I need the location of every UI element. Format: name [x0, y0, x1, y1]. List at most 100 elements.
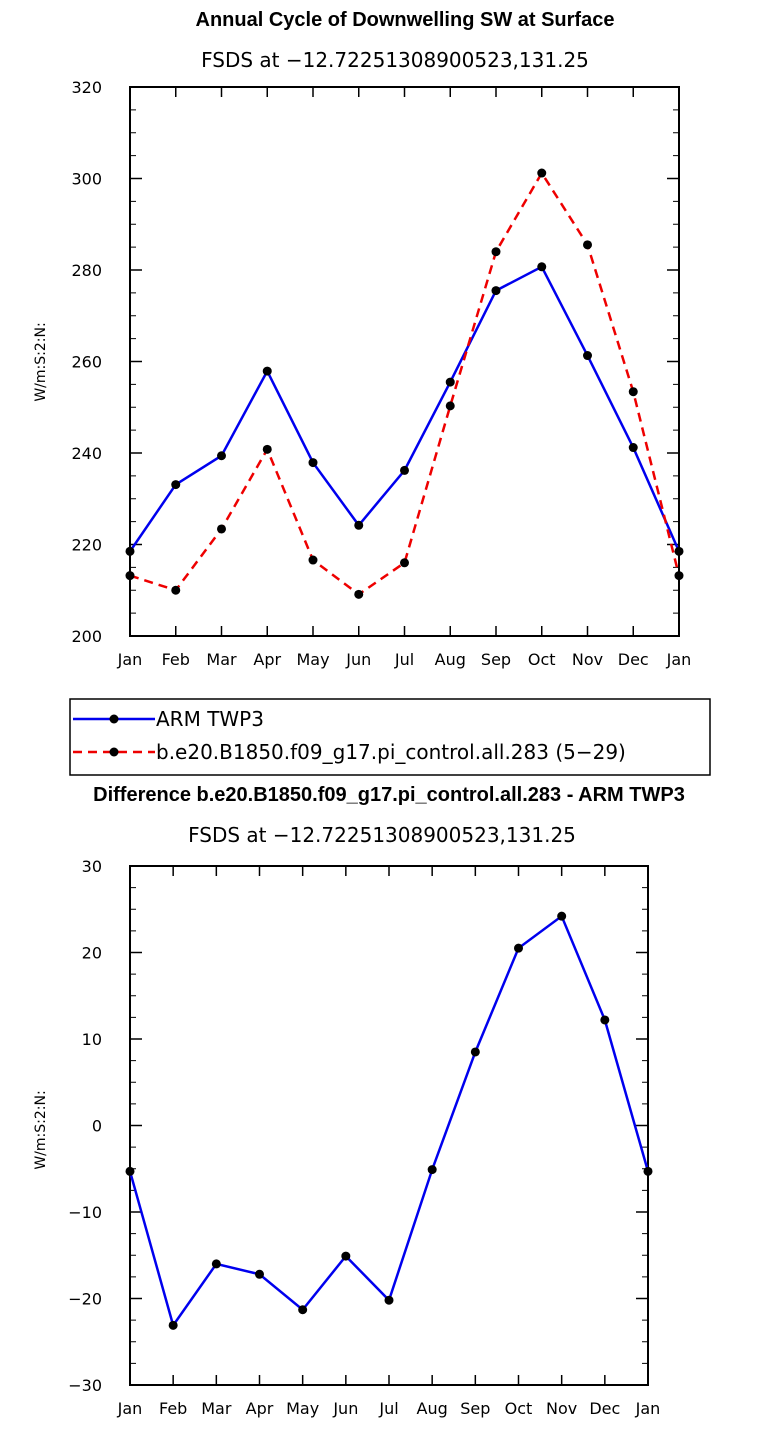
chart1-xtick-label: Nov: [572, 650, 603, 669]
chart1-subtitle: FSDS at −12.72251308900523,131.25: [201, 48, 589, 72]
chart2-xtick-label: Dec: [589, 1399, 620, 1418]
chart2-series-0-point: [470, 1047, 480, 1057]
chart2-series-0-point: [643, 1166, 653, 1176]
chart2-xtick-label: Mar: [201, 1399, 232, 1418]
chart1-xtick-label: Mar: [206, 650, 237, 669]
chart2-xtick-label: Jun: [332, 1399, 358, 1418]
chart1-ylabel: W/m:S:2:N:: [33, 322, 49, 401]
chart1-series-1-point: [171, 585, 181, 595]
chart1-xtick-label: May: [296, 650, 329, 669]
chart2-series-0-point: [427, 1165, 437, 1175]
chart2-ytick-label: −20: [68, 1290, 102, 1309]
chart2-xtick-label: May: [286, 1399, 319, 1418]
chart1-xtick-label: Jan: [117, 650, 143, 669]
chart2-series-0-point: [125, 1166, 135, 1176]
chart1-series-line-1: [129, 170, 681, 596]
chart1-series: [125, 168, 684, 599]
chart1-xtick-label: Apr: [253, 650, 281, 669]
chart1-series-1-point: [262, 444, 272, 454]
chart1-xtick-label: Sep: [481, 650, 511, 669]
chart1-series-1-point: [308, 555, 318, 565]
chart1-series-0-point: [217, 451, 226, 461]
chart2-xtick-label: Sep: [460, 1399, 490, 1418]
chart2-series-0-point: [255, 1269, 264, 1279]
chart2-series: [125, 911, 653, 1330]
chart1-xtick-label: Aug: [435, 650, 466, 669]
chart2-xtick-label: Apr: [246, 1399, 274, 1418]
chart1-series-1-point: [125, 571, 135, 581]
chart2-series-0-point: [168, 1320, 178, 1330]
legend-marker-arm: [109, 714, 119, 724]
chart1-series-0-point: [537, 262, 547, 272]
chart2-xtick-label: Oct: [505, 1399, 533, 1418]
chart1-series-1-point: [354, 589, 364, 599]
chart2-series-0-point: [600, 1015, 610, 1025]
chart1-series-0-point: [171, 480, 181, 490]
chart2-ytick-label: 20: [82, 944, 102, 963]
chart1-xtick-label: Jul: [394, 650, 414, 669]
legend: ARM TWP3 b.e20.B1850.f09_g17.pi_control.…: [69, 698, 711, 776]
chart1-series-line-0: [128, 265, 681, 553]
chart1-xtick-label: Dec: [618, 650, 649, 669]
chart1-series-1-point: [628, 387, 638, 397]
chart2-series-0-point: [557, 911, 567, 921]
chart2-ytick-label: 30: [82, 857, 102, 876]
chart2-series-0-point: [298, 1305, 308, 1315]
chart1-ytick-label: 220: [71, 536, 102, 555]
annual-cycle-chart: Annual Cycle of Downwelling SW at Surfac…: [33, 9, 691, 669]
chart1-ytick-label: 240: [71, 444, 102, 463]
difference-chart: Difference b.e20.B1850.f09_g17.pi_contro…: [33, 784, 685, 1418]
legend-box: [69, 698, 711, 776]
chart2-xtick-label: Jan: [635, 1399, 661, 1418]
chart2-axes: Jan Feb Mar Apr May Jun Jul Aug Sep Oct Nov Dec Jan−…: [68, 857, 660, 1418]
chart1-plot-frame: [129, 86, 680, 637]
chart2-ytick-label: −30: [68, 1376, 102, 1395]
chart1-series-0-point: [583, 351, 592, 361]
chart1-xtick-label: Jan: [666, 650, 692, 669]
chart1-series-0-point: [491, 286, 501, 296]
chart1-series-1-point: [491, 247, 501, 257]
chart1-series-1-point: [537, 168, 547, 178]
chart1-series-0-point: [308, 458, 318, 468]
chart2-series-0-point: [211, 1259, 221, 1269]
chart2-series-line-0: [128, 914, 650, 1329]
chart1-series-0-point: [400, 465, 409, 475]
legend-label-arm: ARM TWP3: [156, 707, 264, 731]
legend-marker-model: [109, 747, 119, 757]
chart1-xtick-label: Feb: [162, 650, 190, 669]
legend-label-model: b.e20.B1850.f09_g17.pi_control.all.283 (…: [156, 740, 626, 764]
chart2-xtick-label: Aug: [417, 1399, 448, 1418]
chart1-series-1-point: [400, 558, 409, 568]
chart1-title: Annual Cycle of Downwelling SW at Surfac…: [196, 9, 615, 31]
chart1-series-0-point: [262, 366, 272, 376]
chart2-ytick-label: 10: [82, 1030, 102, 1049]
chart1-series-1-point: [583, 240, 592, 250]
chart2-subtitle: FSDS at −12.72251308900523,131.25: [188, 823, 576, 847]
chart1-ytick-label: 300: [71, 170, 102, 189]
chart1-series-1-point: [674, 571, 684, 581]
chart2-series-0-point: [341, 1251, 351, 1261]
chart2-title: Difference b.e20.B1850.f09_g17.pi_contro…: [93, 784, 685, 806]
chart2-ylabel: W/m:S:2:N:: [33, 1090, 49, 1169]
chart1-series-1-point: [445, 401, 455, 411]
chart2-ytick-label: 0: [92, 1117, 102, 1136]
chart1-series-0-point: [445, 377, 455, 387]
chart1-series-0-point: [628, 443, 638, 453]
chart2-series-0-point: [384, 1295, 394, 1305]
chart2-xtick-label: Feb: [159, 1399, 187, 1418]
chart2-ytick-label: −10: [68, 1203, 102, 1222]
chart1-series-1-point: [217, 524, 226, 534]
chart1-series-0-point: [125, 546, 135, 556]
chart2-series-0-point: [514, 943, 523, 953]
chart1-xtick-label: Oct: [528, 650, 556, 669]
chart1-xtick-label: Jun: [345, 650, 371, 669]
chart1-ytick-label: 260: [71, 353, 102, 372]
chart1-series-0-point: [354, 520, 364, 530]
chart2-plot-frame: [129, 865, 649, 1386]
chart1-ytick-label: 320: [71, 78, 102, 97]
chart1-series-0-point: [674, 546, 684, 556]
chart2-xtick-label: Jul: [378, 1399, 398, 1418]
chart1-ytick-label: 200: [71, 627, 102, 646]
chart2-xtick-label: Nov: [546, 1399, 577, 1418]
